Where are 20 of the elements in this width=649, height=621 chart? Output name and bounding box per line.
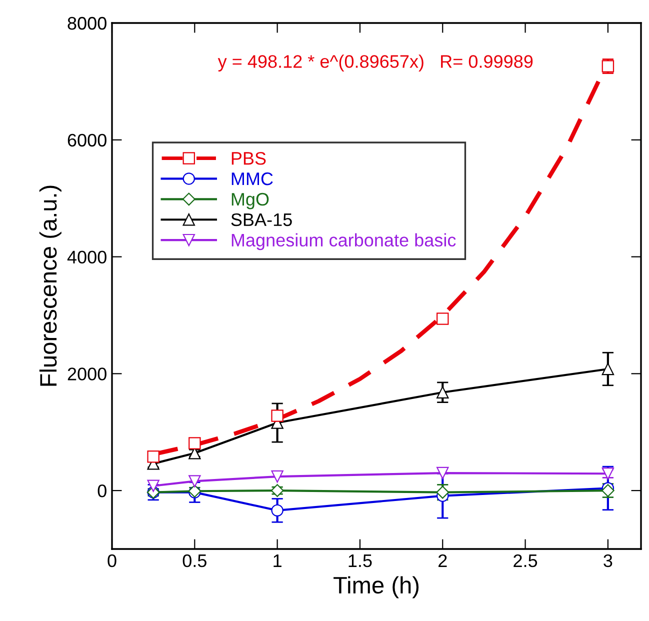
x-tick-label: 1 [274,554,282,567]
x-tick-label: 0.5 [182,554,206,568]
y-tick-label: 2000 [68,368,106,380]
y-tick-label: 4000 [67,250,106,264]
y-tick-label: 6000 [68,134,106,147]
legend-label: Magnesium carbonate basic [232,233,456,250]
legend-label: MMC [232,172,273,186]
annotation: y = 498.12 * e^(0.89657x) R= 0.99989 [218,54,533,72]
x-tick-label: 0 [108,554,116,568]
x-tick-label: 2.5 [514,554,538,568]
x-tick-label: 3 [604,554,612,568]
legend-label: SBA-15 [231,213,292,226]
y-tick-label: 0 [98,484,106,498]
x-tick-label: 2 [438,554,447,567]
legend-label: PBS [232,152,266,165]
legend-label: MgO [232,192,269,210]
x-tick-label: 1.5 [348,554,372,568]
x-axis-title: Time (h) [334,576,419,598]
y-axis-title: Fluorescence (a.u.) [39,186,62,386]
y-tick-label: 8000 [68,16,106,30]
